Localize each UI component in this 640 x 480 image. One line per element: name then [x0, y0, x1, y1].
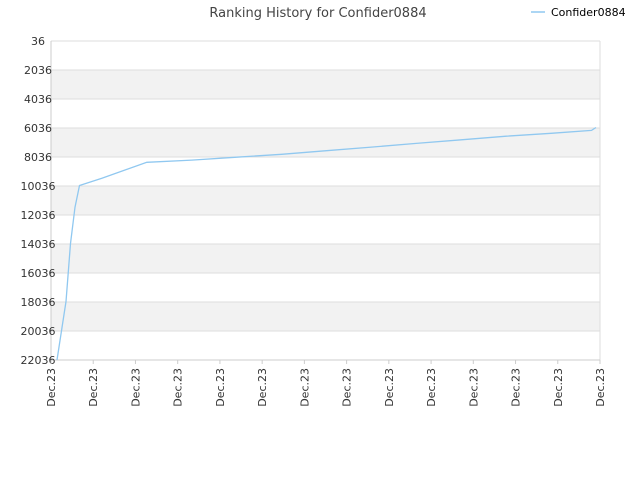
x-tick-label: Dec.23 — [87, 368, 100, 407]
x-tick-label: Dec.23 — [341, 368, 354, 407]
plot-band — [51, 128, 600, 157]
x-tick-label: Dec.23 — [172, 368, 185, 407]
x-tick-label: Dec.23 — [594, 368, 607, 407]
plot-band — [51, 157, 600, 186]
legend[interactable]: Confider0884 — [531, 6, 626, 19]
x-tick-label: Dec.23 — [552, 368, 565, 407]
y-tick-label: 16036 — [21, 267, 56, 280]
plot-band — [51, 273, 600, 302]
plot-background-bands — [51, 41, 600, 360]
plot-band — [51, 41, 600, 70]
x-tick-label: Dec.23 — [214, 368, 227, 407]
plot-band — [51, 331, 600, 360]
series-lines — [56, 126, 597, 361]
x-tick-label: Dec.23 — [467, 368, 480, 407]
x-tick-label: Dec.23 — [256, 368, 269, 407]
y-tick-label: 14036 — [21, 238, 56, 251]
x-tick-label: Dec.23 — [510, 368, 523, 407]
y-tick-label: 12036 — [21, 209, 56, 222]
plot-band — [51, 244, 600, 273]
x-axis-ticks: Dec.23 Dec.23 Dec.23 Dec.23 Dec.23 Dec.23 Dec.… — [45, 360, 607, 407]
y-tick-label: 20036 — [21, 325, 56, 338]
gridlines — [50, 40, 601, 361]
y-tick-label: 4036 — [24, 93, 52, 106]
y-tick-label: 6036 — [24, 122, 52, 135]
legend-label: Confider0884 — [551, 6, 626, 19]
plot-band — [51, 302, 600, 331]
x-tick-label: Dec.23 — [425, 368, 438, 407]
plot-band — [51, 70, 600, 99]
y-tick-label: 10036 — [21, 180, 56, 193]
plot-band — [51, 99, 600, 128]
x-tick-label: Dec.23 — [129, 368, 142, 407]
y-tick-label: 36 — [31, 35, 45, 48]
plot-band — [51, 186, 600, 215]
y-tick-label: 8036 — [24, 151, 52, 164]
y-tick-label: 2036 — [24, 64, 52, 77]
x-tick-label: Dec.23 — [45, 368, 58, 407]
y-axis-ticks: 36 2036 4036 6036 8036 10036 12036 14036 16036 18… — [21, 35, 56, 367]
chart-title: Ranking History for Confider0884 — [209, 6, 426, 21]
x-tick-label: Dec.23 — [298, 368, 311, 407]
series-line-confider0884 — [56, 126, 597, 361]
x-tick-label: Dec.23 — [383, 368, 396, 407]
y-tick-label: 22036 — [21, 354, 56, 367]
plot-band — [51, 215, 600, 244]
y-tick-label: 18036 — [21, 296, 56, 309]
